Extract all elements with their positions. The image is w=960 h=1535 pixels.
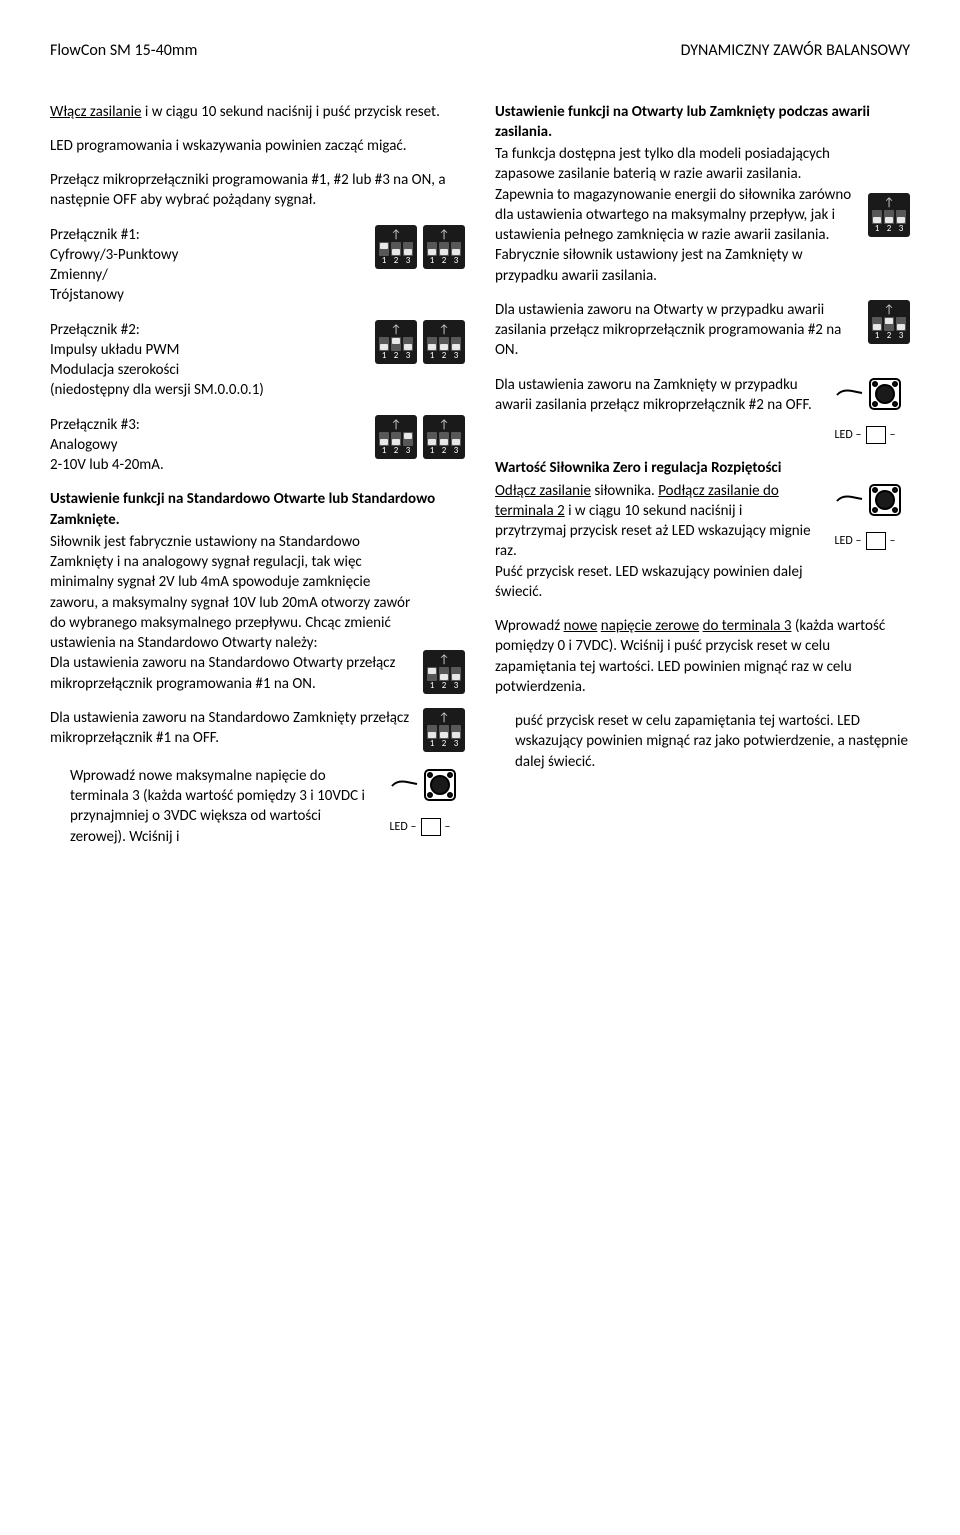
- text: siłownika.: [591, 482, 658, 500]
- hand-led-icon: LED – –: [375, 766, 465, 836]
- text: Puść przycisk reset. LED wskazujący powi…: [495, 563, 803, 601]
- switch2-text: Przełącznik #2: Impulsy układu PWM Modul…: [50, 320, 367, 401]
- text: Dla ustawienia zaworu na Standardowo Zam…: [50, 708, 415, 749]
- para: Przełącz mikroprzełączniki programowania…: [50, 170, 465, 211]
- text: Odłącz zasilanie siłownika. Podłącz zasi…: [495, 481, 812, 603]
- hand-led-icon: LED – –: [820, 375, 910, 445]
- dip-switch-icon: ↑123: [423, 650, 465, 694]
- hand-led-icon: LED – –: [820, 481, 910, 551]
- text: Siłownik jest fabrycznie ustawiony na St…: [50, 532, 415, 694]
- text: Ta funkcja dostępna jest tylko dla model…: [495, 144, 860, 286]
- switch3-block: Przełącznik #3: Analogowy 2-10V lub 4-20…: [50, 415, 465, 476]
- fail-open-block: Dla ustawienia zaworu na Otwarty w przyp…: [495, 300, 910, 361]
- text: Dla ustawienia zaworu na Standardowo Otw…: [50, 654, 395, 692]
- para: puść przycisk reset w celu zapamiętania …: [495, 711, 910, 772]
- text: Dla ustawienia zaworu na Otwarty w przyp…: [495, 300, 860, 361]
- dip-switch-icon: ↑123 ↑123: [375, 320, 465, 364]
- text: napięcie zerowe: [601, 617, 699, 635]
- header-right: DYNAMICZNY ZAWÓR BALANSOWY: [681, 40, 910, 62]
- text: Siłownik jest fabrycznie ustawiony na St…: [50, 533, 410, 652]
- header-left: FlowCon SM 15-40mm: [50, 40, 197, 62]
- right-column: Ustawienie funkcji na Otwarty lub Zamkni…: [495, 102, 910, 861]
- dip-switch-icon: ↑123 ↑123: [375, 415, 465, 459]
- text: nowe: [564, 617, 598, 635]
- subheading: Wartość Siłownika Zero i regulacja Rozpi…: [495, 458, 910, 478]
- text: Wprowadź: [495, 617, 564, 635]
- para: LED programowania i wskazywania powinien…: [50, 136, 465, 156]
- text: Dla ustawienia zaworu na Zamknięty w prz…: [495, 375, 812, 416]
- switch1-block: Przełącznik #1: Cyfrowy/3-Punktowy Zmien…: [50, 225, 465, 306]
- switch1-text: Przełącznik #1: Cyfrowy/3-Punktowy Zmien…: [50, 225, 367, 306]
- text: Włącz zasilanie: [50, 103, 142, 121]
- zero-span-block: Odłącz zasilanie siłownika. Podłącz zasi…: [495, 481, 910, 603]
- para: Włącz zasilanie i w ciągu 10 sekund naci…: [50, 102, 465, 122]
- subheading: Ustawienie funkcji na Standardowo Otwart…: [50, 489, 465, 530]
- switch2-block: Przełącznik #2: Impulsy układu PWM Modul…: [50, 320, 465, 401]
- dip-switch-icon: ↑123: [868, 300, 910, 344]
- dip-switch-icon: ↑123: [423, 708, 465, 752]
- new-max-block: Wprowadź nowe maksymalne napięcie do ter…: [50, 766, 465, 847]
- fail-mode-block: Ta funkcja dostępna jest tylko dla model…: [495, 144, 910, 286]
- text: i w ciągu 10 sekund naciśnij i puść przy…: [142, 103, 440, 121]
- switch3-text: Przełącznik #3: Analogowy 2-10V lub 4-20…: [50, 415, 367, 476]
- left-column: Włącz zasilanie i w ciągu 10 sekund naci…: [50, 102, 465, 861]
- text: do terminala 3: [703, 617, 792, 635]
- text: Wprowadź nowe maksymalne napięcie do ter…: [70, 766, 367, 847]
- para: Wprowadź nowe napięcie zerowe do termina…: [495, 616, 910, 697]
- std-open-block: Siłownik jest fabrycznie ustawiony na St…: [50, 532, 465, 694]
- std-closed-block: Dla ustawienia zaworu na Standardowo Zam…: [50, 708, 465, 752]
- dip-switch-icon: ↑123: [868, 193, 910, 237]
- dip-switch-icon: ↑123 ↑123: [375, 225, 465, 269]
- subheading: Ustawienie funkcji na Otwarty lub Zamkni…: [495, 102, 910, 143]
- text: Odłącz zasilanie: [495, 482, 591, 500]
- fail-closed-block: Dla ustawienia zaworu na Zamknięty w prz…: [495, 375, 910, 445]
